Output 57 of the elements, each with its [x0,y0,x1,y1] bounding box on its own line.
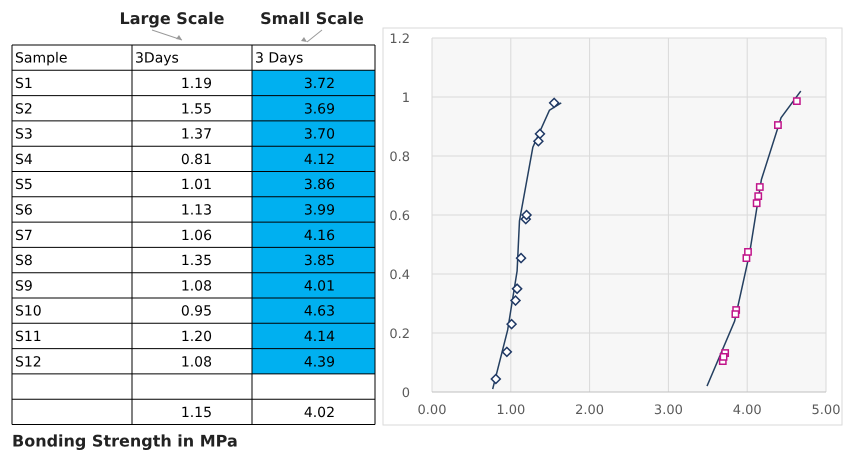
data-label: 1.19 [180,76,212,92]
y-tick-label: 1.2 [389,32,410,47]
data-label: 1.37 [180,126,212,143]
data-label: 1.06 [180,228,212,244]
data-label: 0.95 [180,304,212,320]
text: 1.15 [180,404,212,421]
category-label: S9 [15,278,33,294]
category-label: S8 [15,253,33,270]
x-tick-label: 0.00 [418,403,446,418]
data-label: 1.13 [180,202,212,218]
data-label: 4.63 [304,304,335,320]
data-label: 4.16 [304,228,336,244]
category-label: S1 [15,76,33,92]
data-label: 4.01 [304,278,335,294]
data-label: 3.72 [304,76,335,92]
data-label: 1.55 [180,101,212,118]
y-tick-label: 0.8 [389,150,410,165]
x-tick-label: 4.00 [732,403,762,418]
category-label: S4 [15,152,33,168]
category-label: S10 [15,304,42,320]
data-label: 4.39 [304,354,335,370]
text: Large Scale [120,9,225,28]
data-label: 4.14 [304,328,336,345]
category-label: S12 [15,354,42,370]
y-tick-label: 0.2 [389,327,410,342]
data-label: 1.08 [180,354,212,370]
x-tick-label: 5.00 [812,403,840,418]
x-tick-label: 2.00 [575,403,604,418]
y-tick-label: 1 [402,91,410,106]
text: Sample [15,50,68,67]
data-label: 0.81 [180,152,212,168]
y-tick-label: 0 [402,386,410,401]
category-label: S6 [15,202,33,218]
category-label: S3 [15,126,33,143]
text: 4.02 [304,404,335,421]
data-label: 3.69 [304,101,335,118]
category-label: S2 [15,101,33,118]
y-tick-label: 0.4 [389,268,410,283]
data-label: 3.86 [304,177,336,194]
data-label: 3.99 [304,202,335,218]
text: Small Scale [260,9,364,28]
data-label: 1.01 [180,177,212,194]
data-label: 4.12 [304,152,335,168]
data-label: 3.85 [304,253,335,270]
category-label: S5 [15,177,33,194]
series-label: 3 Days [255,50,304,67]
data-label: 1.20 [180,328,212,345]
data-label: 1.08 [180,278,212,294]
data-label: 3.70 [304,126,335,143]
legend-label: 3Days [135,50,179,67]
category-label: S7 [15,228,33,244]
category-label: S11 [15,328,42,345]
data-label: 1.35 [180,253,212,270]
x-tick-label: 1.00 [496,403,526,418]
x-tick-label: 3.00 [654,403,683,418]
text: Bonding Strength in MPa [12,432,238,450]
y-tick-label: 0.6 [389,209,410,224]
